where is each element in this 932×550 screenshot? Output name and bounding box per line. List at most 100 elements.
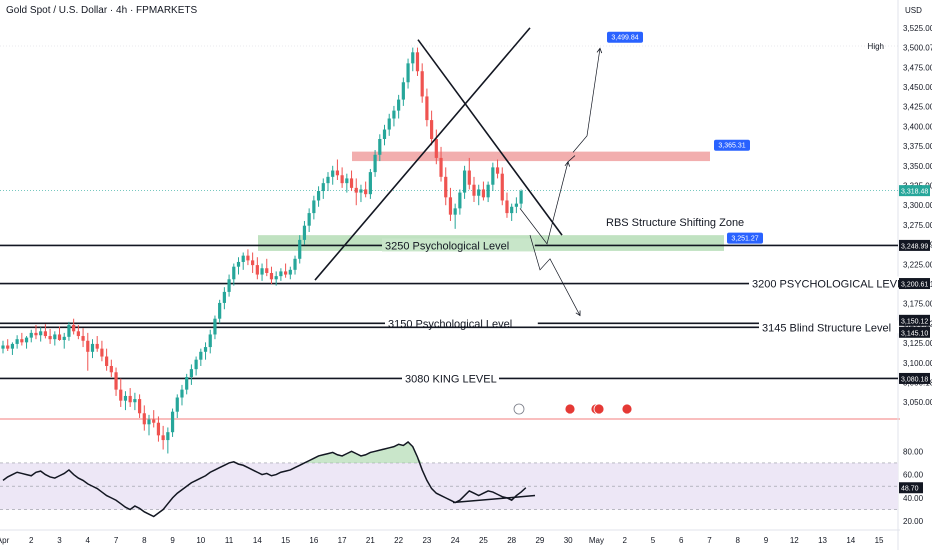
- candle[interactable]: [519, 189, 523, 209]
- candle[interactable]: [382, 124, 387, 146]
- candle[interactable]: [105, 348, 109, 371]
- candle[interactable]: [345, 173, 349, 193]
- candle[interactable]: [1, 340, 5, 354]
- candle[interactable]: [472, 176, 476, 203]
- candle[interactable]: [486, 181, 490, 203]
- candle[interactable]: [477, 184, 481, 206]
- rsi-pane[interactable]: [0, 440, 898, 518]
- projection-path-1[interactable]: [519, 155, 576, 245]
- candle[interactable]: [218, 299, 222, 324]
- candle[interactable]: [222, 287, 226, 310]
- candle[interactable]: [15, 335, 19, 349]
- candle[interactable]: [194, 356, 198, 376]
- candle[interactable]: [373, 150, 377, 177]
- event-icon[interactable]: [513, 403, 525, 415]
- cross-line-up[interactable]: [314, 27, 531, 281]
- candle[interactable]: [62, 332, 66, 349]
- candle[interactable]: [467, 157, 471, 190]
- candle[interactable]: [156, 416, 161, 442]
- candle[interactable]: [6, 339, 10, 352]
- candle[interactable]: [392, 105, 396, 127]
- candle[interactable]: [331, 165, 335, 185]
- candle[interactable]: [491, 162, 495, 192]
- candle[interactable]: [251, 252, 255, 273]
- candle[interactable]: [505, 192, 509, 218]
- candle[interactable]: [368, 168, 372, 199]
- candle[interactable]: [76, 325, 80, 340]
- candle[interactable]: [321, 178, 325, 199]
- candle[interactable]: [152, 410, 156, 428]
- candle[interactable]: [133, 392, 137, 411]
- candle[interactable]: [274, 271, 278, 286]
- candle[interactable]: [72, 318, 76, 335]
- candle[interactable]: [439, 146, 443, 182]
- candle[interactable]: [100, 340, 104, 362]
- candle[interactable]: [95, 336, 99, 352]
- candle[interactable]: [453, 203, 457, 229]
- candle[interactable]: [170, 408, 175, 437]
- candle[interactable]: [147, 414, 151, 436]
- candle[interactable]: [326, 172, 330, 192]
- candle[interactable]: [387, 113, 391, 136]
- candle[interactable]: [185, 373, 189, 395]
- candle[interactable]: [401, 77, 405, 106]
- candle[interactable]: [481, 181, 486, 201]
- candle[interactable]: [227, 274, 231, 297]
- projection-path-3[interactable]: [529, 235, 581, 316]
- candle[interactable]: [34, 325, 38, 340]
- candle[interactable]: [495, 159, 500, 179]
- candle[interactable]: [57, 326, 62, 341]
- candle[interactable]: [43, 324, 47, 339]
- candle[interactable]: [411, 47, 415, 72]
- candle[interactable]: [397, 94, 401, 119]
- candle[interactable]: [288, 266, 292, 280]
- candle[interactable]: [142, 405, 146, 431]
- event-icon[interactable]: [593, 403, 605, 415]
- candle[interactable]: [175, 394, 179, 418]
- candle[interactable]: [203, 342, 208, 360]
- candle[interactable]: [123, 391, 128, 411]
- candle[interactable]: [425, 88, 429, 127]
- candle[interactable]: [48, 328, 52, 344]
- candle[interactable]: [53, 331, 57, 346]
- cross-line-down[interactable]: [417, 39, 563, 236]
- candle[interactable]: [335, 159, 340, 180]
- candle[interactable]: [213, 315, 217, 340]
- candle[interactable]: [86, 332, 90, 371]
- candle[interactable]: [444, 167, 448, 206]
- candle[interactable]: [241, 252, 245, 270]
- candle[interactable]: [20, 332, 24, 346]
- candle[interactable]: [434, 129, 438, 165]
- candle[interactable]: [302, 220, 307, 245]
- candle[interactable]: [236, 257, 241, 275]
- candle[interactable]: [378, 134, 382, 162]
- candle[interactable]: [161, 425, 165, 450]
- candle[interactable]: [114, 367, 118, 396]
- candle[interactable]: [232, 263, 236, 286]
- candle[interactable]: [415, 47, 420, 76]
- candle[interactable]: [67, 321, 71, 341]
- candle[interactable]: [298, 235, 302, 264]
- candle[interactable]: [500, 167, 504, 206]
- candle[interactable]: [312, 195, 316, 220]
- candle[interactable]: [39, 327, 43, 342]
- event-icon[interactable]: [621, 403, 633, 415]
- candle[interactable]: [458, 189, 462, 215]
- drawings-layer[interactable]: 3,499.84 3,365.31 3,251.27: [314, 27, 763, 415]
- candle[interactable]: [420, 63, 424, 103]
- candle[interactable]: [279, 268, 283, 281]
- candles-layer[interactable]: [1, 47, 523, 454]
- candle[interactable]: [246, 249, 250, 266]
- candle[interactable]: [166, 427, 170, 454]
- candle[interactable]: [354, 178, 358, 206]
- candle[interactable]: [269, 266, 274, 285]
- candle[interactable]: [316, 186, 321, 207]
- candle[interactable]: [364, 181, 368, 198]
- candle[interactable]: [255, 257, 259, 280]
- candle[interactable]: [81, 328, 85, 348]
- candle[interactable]: [448, 187, 453, 221]
- candle[interactable]: [284, 263, 288, 278]
- event-icon[interactable]: [564, 403, 576, 415]
- candle[interactable]: [359, 184, 363, 203]
- candle[interactable]: [208, 329, 212, 354]
